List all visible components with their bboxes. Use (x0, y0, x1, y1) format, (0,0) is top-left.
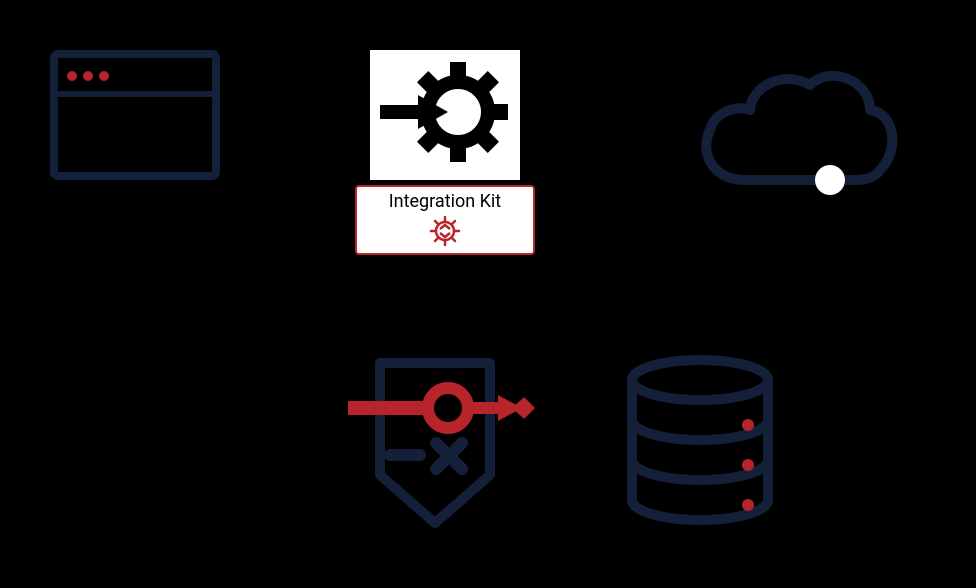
firewall-access-icon (340, 355, 545, 530)
integration-kit-box: Integration Kit (355, 185, 535, 255)
gear-input-icon (370, 50, 520, 180)
integration-kit-gear-icon (428, 214, 462, 248)
integration-kit-label: Integration Kit (357, 191, 533, 212)
database-icon (620, 355, 780, 530)
browser-window-icon (50, 50, 220, 180)
cloud-icon (690, 55, 905, 200)
